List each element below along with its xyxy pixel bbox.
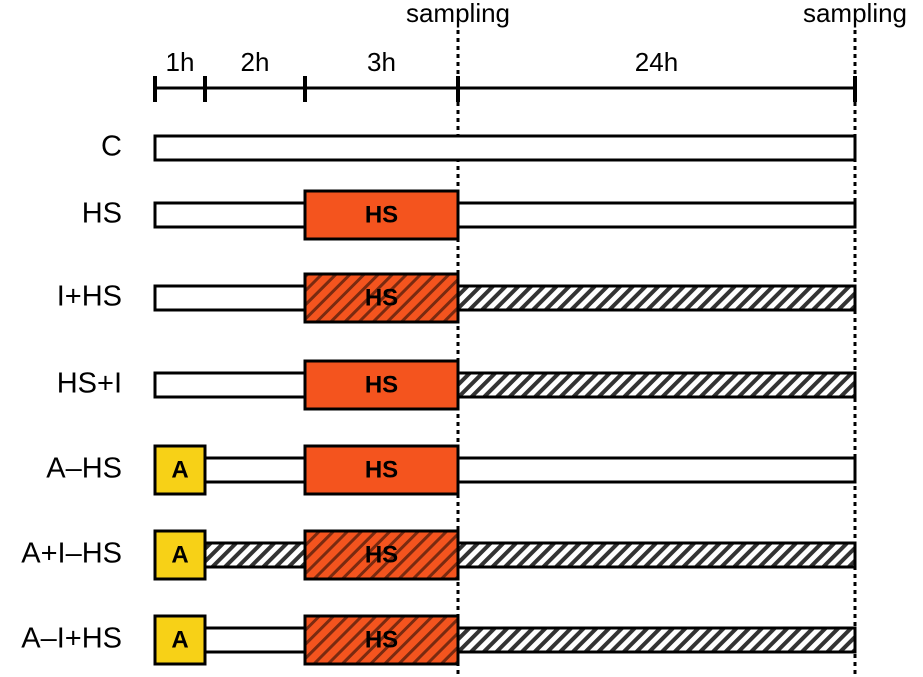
treatment-bar [456,456,857,484]
box-label: HS [365,371,398,398]
treatment-bar [153,201,307,229]
treatment-bar [203,626,307,654]
treatment-bar [203,456,307,484]
a-box [153,529,207,581]
row-label: HS+I [57,368,122,400]
box-label: HS [365,456,398,483]
treatment-bar [456,371,857,399]
interval-label: 3h [367,47,396,77]
hs-box [303,444,460,496]
hs-box [303,529,460,581]
row-label: HS [82,198,122,230]
hs-box [303,189,460,241]
box-label: HS [365,284,398,311]
hs-box [303,614,460,666]
treatment-bar [153,284,307,312]
row-label: C [101,131,122,163]
treatment-bar [456,201,857,229]
box-label: A [171,541,188,568]
box-label: HS [365,541,398,568]
interval-label: 2h [241,47,270,77]
a-box [153,444,207,496]
row-label: A–I+HS [21,623,122,655]
interval-label: 24h [635,47,678,77]
row-label: A+I–HS [21,538,122,570]
box-label: A [171,626,188,653]
treatment-bar [153,371,307,399]
a-box [153,614,207,666]
interval-label: 1h [166,47,195,77]
row-label: I+HS [57,281,122,313]
diagram-body: sampling sampling 1h 2h 3h 24h C HS HS I+HS HS HS+I… [21,0,907,677]
sampling-label: sampling [803,0,907,28]
hs-box [303,272,460,324]
box-label: HS [365,626,398,653]
hs-box [303,359,460,411]
treatment-bar [456,284,857,312]
treatment-bar [203,541,307,569]
box-label: A [171,456,188,483]
row-label: A–HS [46,453,122,485]
treatment-bar [456,626,857,654]
treatment-bar [153,134,857,162]
treatment-bar [456,541,857,569]
sampling-label: sampling [406,0,510,28]
box-label: HS [365,201,398,228]
